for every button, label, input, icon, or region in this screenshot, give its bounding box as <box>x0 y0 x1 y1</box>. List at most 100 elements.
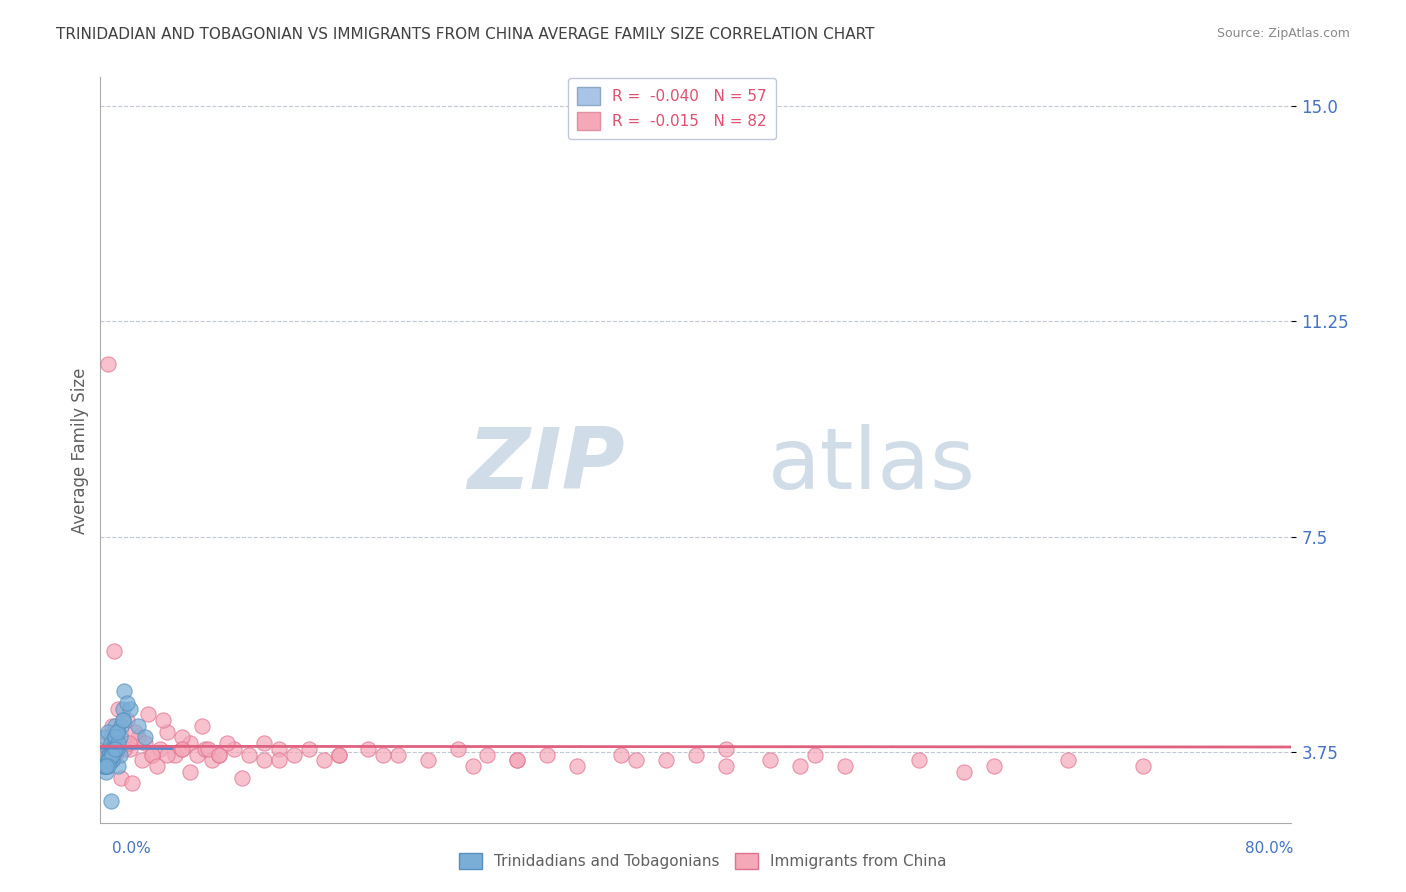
Point <box>100 793 122 807</box>
Point <box>103 742 125 756</box>
Point <box>253 753 276 767</box>
Point <box>98 747 121 762</box>
Legend: R =  -0.040   N = 57, R =  -0.015   N = 82: R = -0.040 N = 57, R = -0.015 N = 82 <box>568 78 776 139</box>
Point <box>94 731 117 745</box>
Point <box>416 753 439 767</box>
Point <box>120 742 142 756</box>
Text: 0.0%: 0.0% <box>112 841 152 856</box>
Point <box>136 707 159 722</box>
Point <box>98 753 121 767</box>
Point <box>111 702 134 716</box>
Text: atlas: atlas <box>768 424 976 507</box>
Point <box>97 759 120 773</box>
Point <box>103 742 125 756</box>
Point <box>179 764 201 779</box>
Point <box>96 759 118 773</box>
Point <box>208 747 231 762</box>
Point <box>107 702 129 716</box>
Point <box>141 747 163 762</box>
Text: Source: ZipAtlas.com: Source: ZipAtlas.com <box>1216 27 1350 40</box>
Point <box>121 776 143 790</box>
Point <box>101 719 124 733</box>
Point <box>804 747 827 762</box>
Point <box>506 753 529 767</box>
Point <box>100 747 122 762</box>
Point <box>834 759 856 773</box>
Point <box>98 753 121 767</box>
Point <box>190 719 212 733</box>
Point <box>328 747 350 762</box>
Point <box>610 747 633 762</box>
Y-axis label: Average Family Size: Average Family Size <box>72 368 89 533</box>
Point <box>506 753 529 767</box>
Point <box>111 713 134 727</box>
Point <box>115 696 138 710</box>
Point <box>146 759 169 773</box>
Point <box>789 759 811 773</box>
Point <box>101 742 124 756</box>
Point <box>103 644 125 658</box>
Point <box>97 753 120 767</box>
Point <box>103 736 125 750</box>
Point <box>110 771 132 785</box>
Point <box>97 742 120 756</box>
Point <box>98 753 121 767</box>
Point <box>267 753 290 767</box>
Point <box>105 742 128 756</box>
Point <box>127 731 149 745</box>
Point <box>100 747 122 762</box>
Point <box>104 747 127 762</box>
Point <box>94 759 117 773</box>
Point <box>655 753 678 767</box>
Point <box>328 747 350 762</box>
Point <box>94 759 117 773</box>
Point <box>156 724 179 739</box>
Point <box>163 747 186 762</box>
Point <box>179 736 201 750</box>
Point <box>373 747 395 762</box>
Point <box>953 764 976 779</box>
Point <box>134 731 156 745</box>
Point <box>298 742 321 756</box>
Point <box>96 736 118 750</box>
Point <box>112 742 135 756</box>
Point <box>94 759 117 773</box>
Point <box>172 742 194 756</box>
Point <box>101 747 124 762</box>
Point <box>96 759 118 773</box>
Point <box>1132 759 1154 773</box>
Point <box>97 724 120 739</box>
Point <box>983 759 1005 773</box>
Point <box>104 719 127 733</box>
Point <box>97 357 120 371</box>
Point <box>124 724 146 739</box>
Point <box>101 753 124 767</box>
Point <box>98 747 121 762</box>
Point <box>194 742 217 756</box>
Point <box>714 742 737 756</box>
Point <box>111 713 134 727</box>
Point <box>312 753 335 767</box>
Point <box>127 719 149 733</box>
Point <box>156 747 179 762</box>
Point <box>172 731 194 745</box>
Point <box>97 742 120 756</box>
Point <box>283 747 305 762</box>
Point <box>91 759 114 773</box>
Point <box>112 684 135 698</box>
Point <box>96 764 118 779</box>
Point <box>97 753 120 767</box>
Point <box>231 771 253 785</box>
Legend: Trinidadians and Tobagonians, Immigrants from China: Trinidadians and Tobagonians, Immigrants… <box>453 847 953 875</box>
Point <box>100 731 122 745</box>
Point <box>238 747 260 762</box>
Point <box>149 742 172 756</box>
Point <box>357 742 380 756</box>
Text: ZIP: ZIP <box>467 424 624 507</box>
Point <box>108 747 131 762</box>
Point <box>208 747 231 762</box>
Point <box>714 759 737 773</box>
Point <box>105 742 128 756</box>
Point <box>626 753 648 767</box>
Point <box>96 759 118 773</box>
